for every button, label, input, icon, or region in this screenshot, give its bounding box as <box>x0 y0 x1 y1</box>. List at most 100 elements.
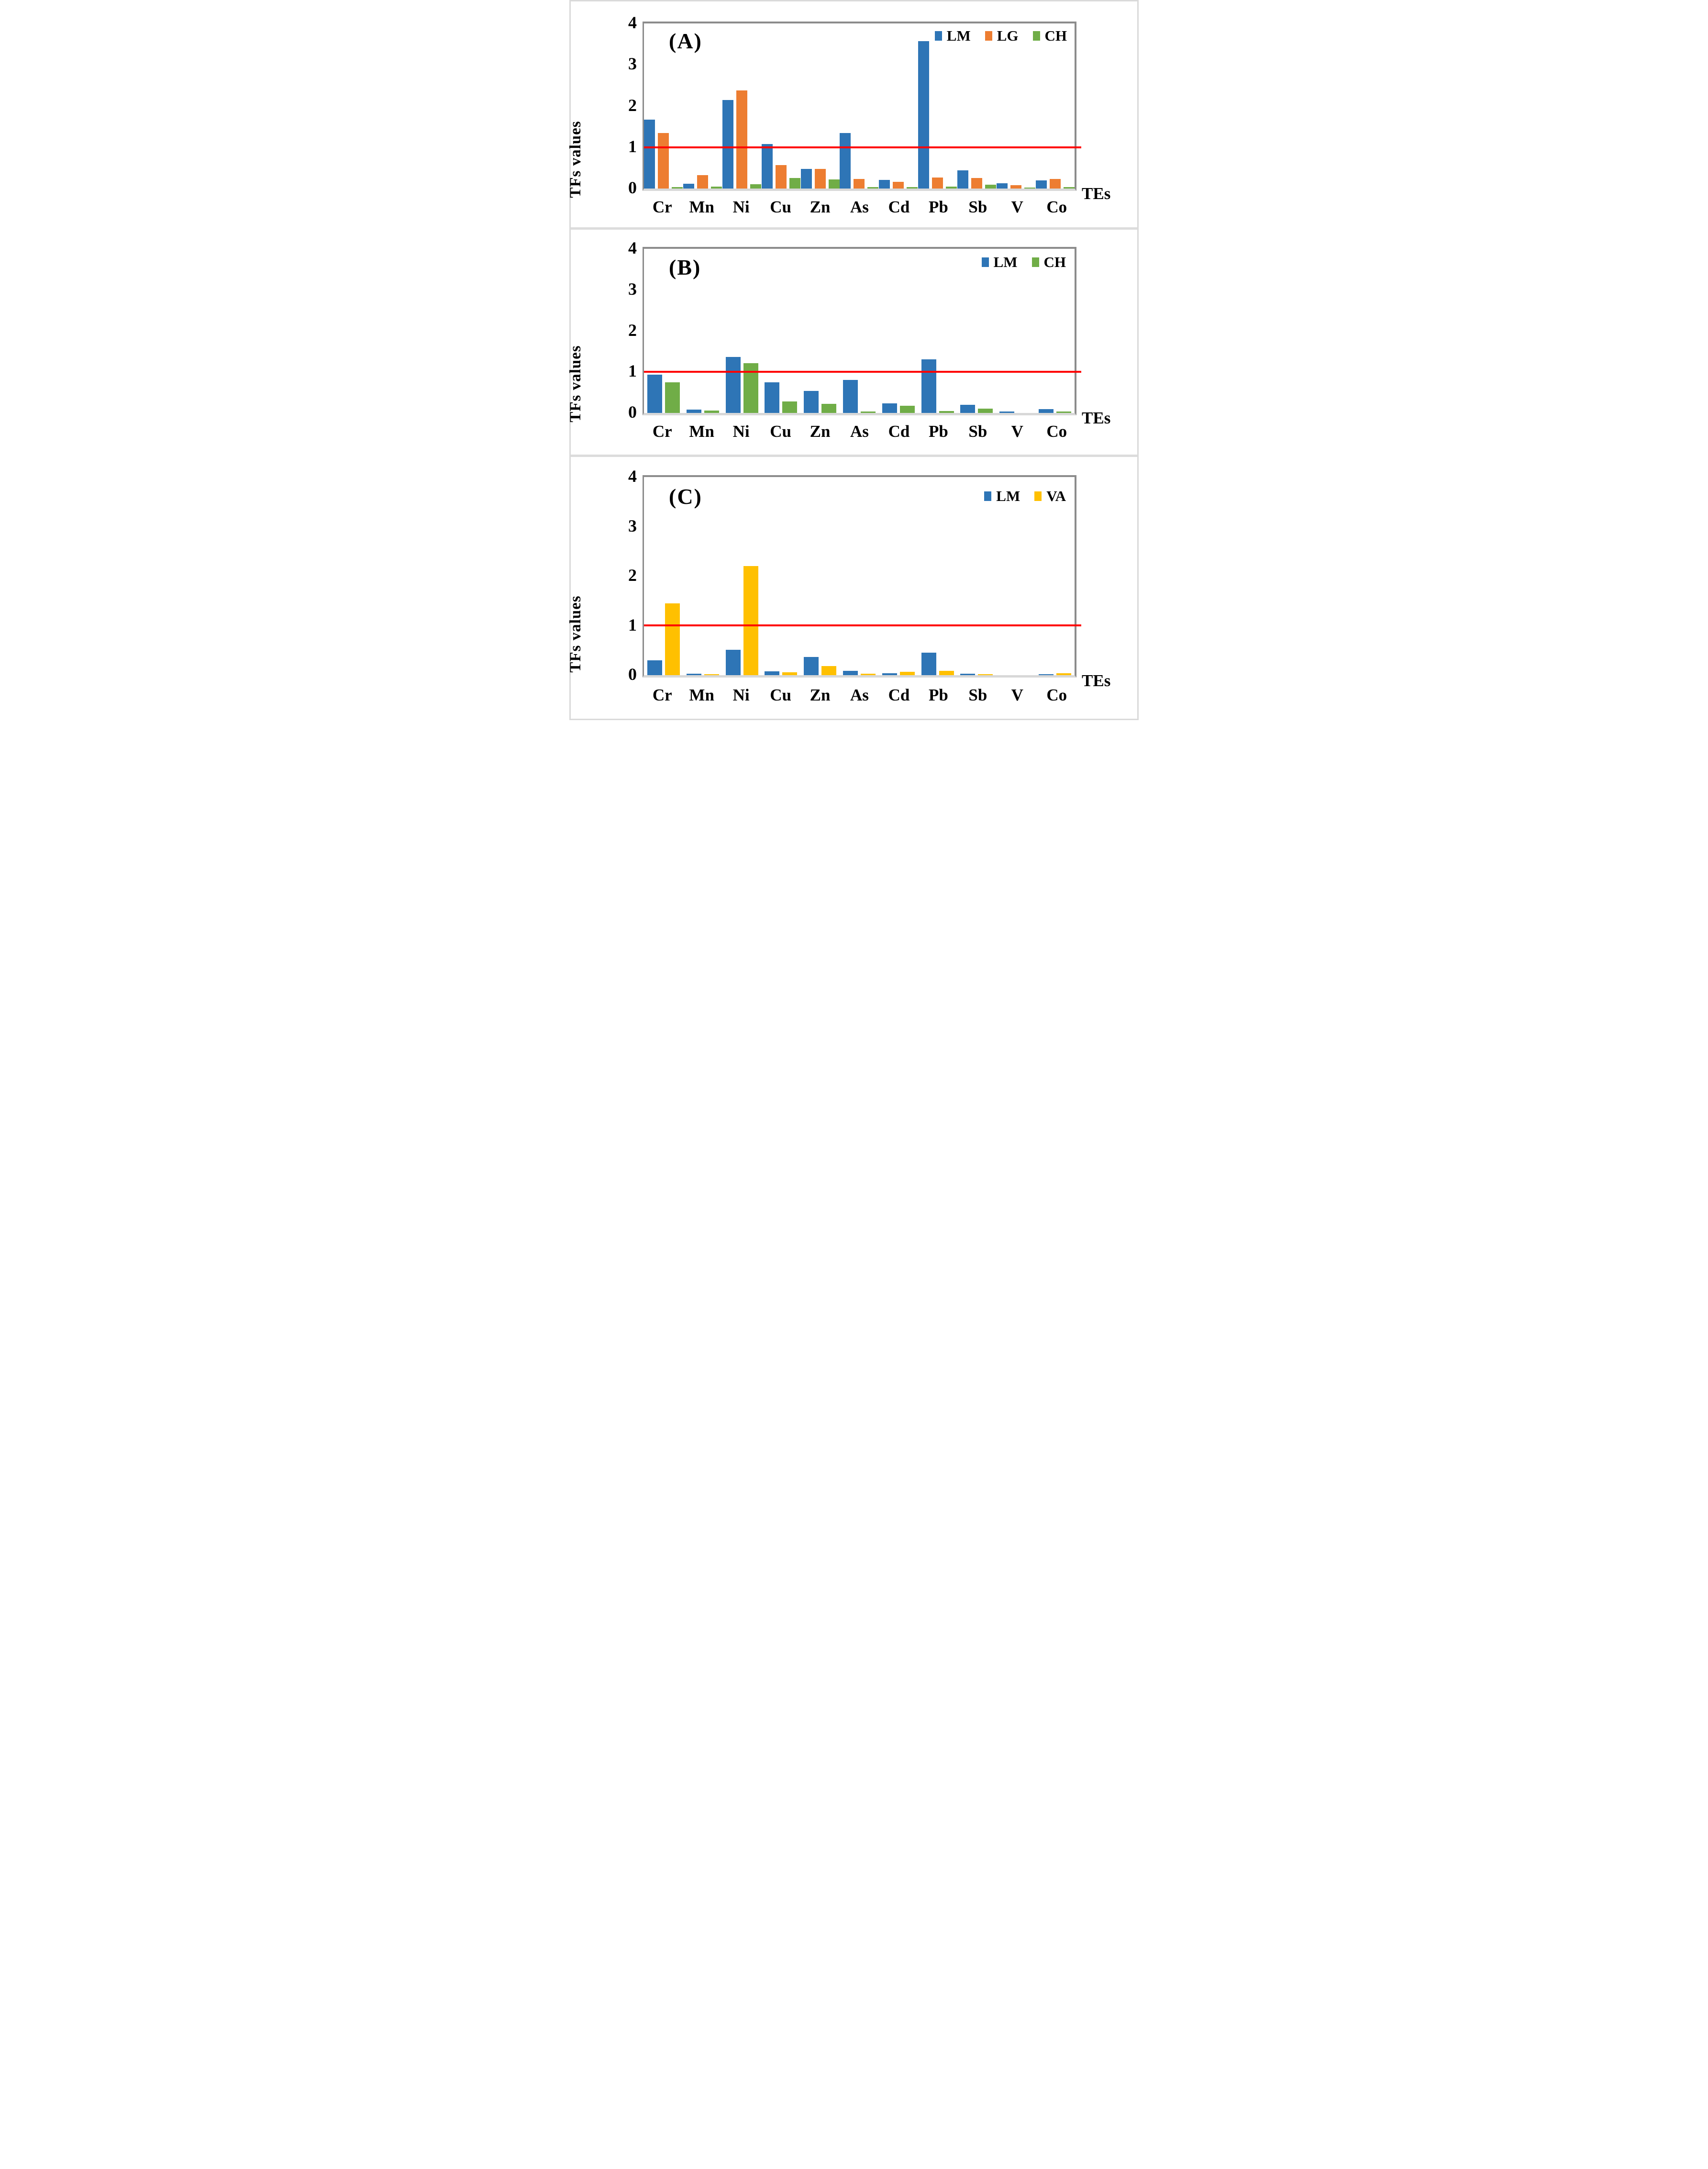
bar-lm-co <box>1035 180 1047 189</box>
x-labels-b: Cr Mn Ni Cu Zn As Cd Pb Sb V Co <box>643 422 1076 441</box>
bar-lm-pb <box>918 41 930 189</box>
bar-group-ni <box>722 249 762 413</box>
legend-label: LM <box>996 488 1020 504</box>
panel-divider <box>571 227 1137 230</box>
bar-group-as <box>840 249 879 413</box>
y-tick-label: 2 <box>628 566 637 585</box>
bar-va-co <box>1056 673 1072 675</box>
bar-lg-cu <box>775 165 787 189</box>
panel-a: TFs values (A) LM LG CH 0 1 2 3 4 Cr Mn Ni Cu Zn As… <box>567 1 1137 227</box>
bar-ch-cd <box>907 187 918 189</box>
bar-group-co <box>1035 23 1075 189</box>
y-axis-title-c: TFs values <box>567 595 584 673</box>
y-tick-label: 1 <box>628 136 637 156</box>
bar-group-pb <box>918 249 957 413</box>
bar-lm-sb <box>960 405 976 413</box>
bar-ch-ni <box>750 184 762 189</box>
legend-swatch-ch <box>1031 257 1039 267</box>
x-label-cr: Cr <box>652 422 672 441</box>
bar-va-cr <box>665 603 680 675</box>
bar-va-ni <box>743 566 758 675</box>
bar-va-mn <box>704 674 719 675</box>
bar-lm-co <box>1039 409 1054 413</box>
bar-group-sb <box>957 477 997 675</box>
bar-group-mn <box>683 477 722 675</box>
bar-va-pb <box>939 671 954 675</box>
bar-group-cr <box>644 477 683 675</box>
bar-group-zn <box>800 477 840 675</box>
bar-group-mn <box>683 249 722 413</box>
x-label-zn: Zn <box>810 198 831 216</box>
bar-lm-cr <box>647 375 662 413</box>
bar-group-mn <box>683 23 722 189</box>
bar-ch-cr <box>665 382 680 413</box>
x-label-ni: Ni <box>732 686 750 704</box>
x-label-mn: Mn <box>689 686 714 704</box>
bar-group-co <box>1035 477 1075 675</box>
plot-area-b: (B) LM CH <box>643 247 1081 415</box>
x-label-cu: Cu <box>770 686 791 704</box>
legend-label: LG <box>997 27 1019 44</box>
x-label-sb: Sb <box>968 422 987 441</box>
figure-page: TFs values (A) LM LG CH 0 1 2 3 4 Cr Mn Ni Cu Zn As… <box>567 0 1139 720</box>
bar-lg-ni <box>736 90 748 189</box>
bar-lm-cd <box>882 673 897 675</box>
legend-c: LM VA <box>984 488 1066 505</box>
bar-lm-mn <box>686 674 701 675</box>
bar-ch-mn <box>704 411 719 413</box>
x-label-cr: Cr <box>652 198 672 216</box>
x-label-mn: Mn <box>689 198 714 216</box>
y-tick-label: 0 <box>628 178 637 197</box>
legend-label: CH <box>1044 27 1067 44</box>
x-labels-c: Cr Mn Ni Cu Zn As Cd Pb Sb V Co <box>643 686 1076 705</box>
bar-lm-cu <box>761 144 773 189</box>
panel-b: TFs values (B) LM CH 0 1 2 3 4 Cr Mn Ni Cu Zn As Cd… <box>567 230 1137 455</box>
bar-lm-co <box>1039 674 1054 675</box>
bar-ch-cu <box>782 401 798 413</box>
bar-lm-v <box>999 412 1015 413</box>
bar-group-zn <box>800 249 840 413</box>
bar-ch-sb <box>978 409 993 413</box>
y-tick-label: 0 <box>628 665 637 684</box>
y-axis-title-a: TFs values <box>567 121 584 198</box>
y-tick-label: 1 <box>628 361 637 381</box>
x-label-sb: Sb <box>968 198 987 216</box>
bar-group-as <box>840 477 879 675</box>
y-tick-label: 0 <box>628 402 637 422</box>
x-label-cd: Cd <box>888 198 910 216</box>
bar-group-cu <box>761 23 800 189</box>
bar-ch-pb <box>946 187 957 189</box>
panel-c: TFs values (C) LM VA 0 1 2 3 4 Cr Mn Ni Cu Zn As Cd… <box>567 457 1137 717</box>
legend-item-va: VA <box>1034 488 1066 505</box>
bar-lm-ni <box>725 357 741 413</box>
bar-lm-cr <box>644 120 655 189</box>
x-axis-title-a: TEs <box>1082 184 1111 203</box>
bar-group-cr <box>644 249 683 413</box>
bar-ch-co <box>1063 187 1075 189</box>
x-label-sb: Sb <box>968 686 987 704</box>
bar-lm-cu <box>765 671 780 675</box>
bar-lg-zn <box>814 169 826 189</box>
bar-lm-as <box>840 133 851 189</box>
bar-ch-sb <box>985 185 996 189</box>
y-tick-label: 2 <box>628 95 637 115</box>
x-axis-title-b: TEs <box>1082 409 1111 427</box>
bar-lm-cr <box>647 660 662 675</box>
y-tick-label: 4 <box>628 467 637 486</box>
reference-line-b <box>644 371 1081 373</box>
y-tick-label: 3 <box>628 279 637 299</box>
x-label-co: Co <box>1046 422 1067 441</box>
legend-swatch-lm <box>934 31 942 41</box>
bars-c <box>644 477 1075 675</box>
panel-letter-c: (C) <box>669 484 702 509</box>
legend-label: LM <box>946 27 971 44</box>
bar-lg-cd <box>893 182 904 189</box>
bar-lg-pb <box>932 178 943 189</box>
legend-swatch-lm <box>984 491 992 501</box>
x-label-as: As <box>850 686 869 704</box>
bar-ch-zn <box>828 179 840 189</box>
bar-lm-cd <box>879 180 890 189</box>
bar-group-v <box>996 477 1035 675</box>
bar-group-cu <box>761 477 800 675</box>
bar-group-as <box>840 23 879 189</box>
